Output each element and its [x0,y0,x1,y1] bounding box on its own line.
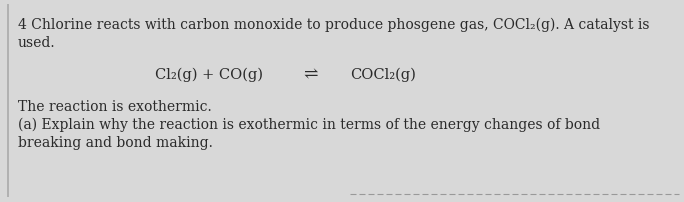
Text: ⇌: ⇌ [303,66,317,83]
Text: (a) Explain why the reaction is exothermic in terms of the energy changes of bon: (a) Explain why the reaction is exotherm… [18,117,600,132]
Text: The reaction is exothermic.: The reaction is exothermic. [18,100,212,114]
Text: breaking and bond making.: breaking and bond making. [18,135,213,149]
Text: Cl₂(g) + CO(g): Cl₂(g) + CO(g) [155,68,263,82]
Text: COCl₂(g): COCl₂(g) [350,68,416,82]
Text: used.: used. [18,36,55,50]
Text: 4 Chlorine reacts with carbon monoxide to produce phosgene gas, COCl₂(g). A cata: 4 Chlorine reacts with carbon monoxide t… [18,18,650,32]
